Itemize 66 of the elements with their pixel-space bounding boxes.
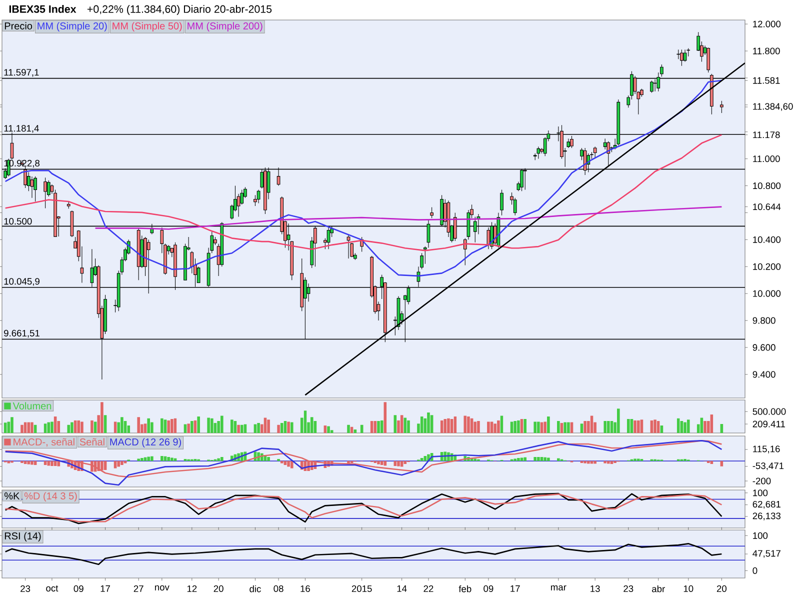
y-tick-label: 47,517 xyxy=(752,550,780,558)
x-tick-label: 20 xyxy=(716,585,727,592)
x-tick-label: 20 xyxy=(214,585,224,592)
y-tick-label: 11.384,60 xyxy=(753,103,793,111)
y-tick-label: 10.200 xyxy=(753,263,781,270)
x-tick-label: 27 xyxy=(134,585,144,592)
y-tick-label: 9.800 xyxy=(752,317,776,324)
y-tick-label: 9.400 xyxy=(752,371,776,378)
legend-label: Precio xyxy=(4,22,32,30)
y-tick-label: 11.000 xyxy=(753,156,780,162)
x-tick-label: dic xyxy=(250,585,261,592)
legend-label: Volumen xyxy=(12,402,52,410)
y-tick-label: 500.000 xyxy=(752,408,786,415)
x-tick-label: oct xyxy=(46,585,58,592)
x-tick-label: 17 xyxy=(100,585,110,592)
x-tick-label: 09 xyxy=(484,585,494,592)
series-label: %D (14 3 5) xyxy=(24,492,77,502)
y-tick-label: 12.000 xyxy=(753,20,781,28)
chart-title: IBEX35 Index xyxy=(9,5,76,13)
y-tick-label: 9.600 xyxy=(752,344,776,351)
y-tick-label: 10.644 xyxy=(753,203,781,210)
x-tick-label: 10 xyxy=(684,585,694,592)
y-tick-label: 26,133 xyxy=(752,512,780,520)
y-tick-label: 115,16 xyxy=(753,446,780,454)
x-tick-label: 12 xyxy=(187,585,197,592)
x-tick-label: mar xyxy=(551,585,566,590)
x-tick-label: 23 xyxy=(20,585,30,592)
x-tick-label: nov xyxy=(155,585,170,590)
y-tick-label: 10.000 xyxy=(753,290,781,297)
y-tick-label: 100 xyxy=(753,490,768,496)
x-tick-label: abr xyxy=(652,585,665,592)
y-tick-label: 10.400 xyxy=(753,236,781,243)
x-tick-label: 17 xyxy=(510,585,520,592)
series-label: Señal xyxy=(80,438,104,446)
ref-line-label: 10.500 xyxy=(4,218,32,225)
x-tick-label: 2015 xyxy=(352,585,372,592)
y-tick-label: -53,471 xyxy=(752,462,784,470)
y-tick-label: 11.800 xyxy=(753,48,780,54)
y-tick-label: 10.800 xyxy=(753,182,781,190)
x-tick-label: feb xyxy=(458,585,472,592)
x-tick-label: 09 xyxy=(74,585,84,592)
x-tick-label: 13 xyxy=(590,585,600,592)
y-tick-label: 62,681 xyxy=(752,500,780,509)
x-tick-label: 16 xyxy=(300,585,310,592)
text: MM (Simple 50) xyxy=(112,22,182,32)
y-tick-label: 11.178 xyxy=(753,132,780,138)
y-tick-label: 11.581 xyxy=(753,77,780,84)
y-tick-label: 0 xyxy=(752,567,758,574)
chart-subtitle: +0,22% (11.384,60) Diario 20-abr-2015 xyxy=(87,5,272,15)
ref-line-label: 10.045,9 xyxy=(4,278,40,286)
y-tick-label: 100 xyxy=(753,532,768,539)
legend-label: MACD-, señal xyxy=(14,438,74,447)
y-tick-label: -200 xyxy=(752,478,771,484)
legend-label: %K xyxy=(4,492,20,500)
x-tick-label: 23 xyxy=(624,585,634,592)
legend-label: RSI (14) xyxy=(4,532,41,542)
ref-line-label: 9.661,51 xyxy=(4,330,40,338)
ref-line-label: 11.181,4 xyxy=(4,125,39,133)
x-tick-label: 14 xyxy=(397,585,407,592)
x-tick-label: 08 xyxy=(274,585,284,592)
ref-line-label: 11.597,1 xyxy=(4,69,39,77)
text: MM (Simple 200) xyxy=(188,22,262,32)
y-tick-label: 209.411 xyxy=(752,420,785,428)
series-label: MACD (12 26 9) xyxy=(110,438,182,448)
text: MM (Simple 20) xyxy=(38,22,107,32)
x-tick-label: 22 xyxy=(424,585,434,592)
